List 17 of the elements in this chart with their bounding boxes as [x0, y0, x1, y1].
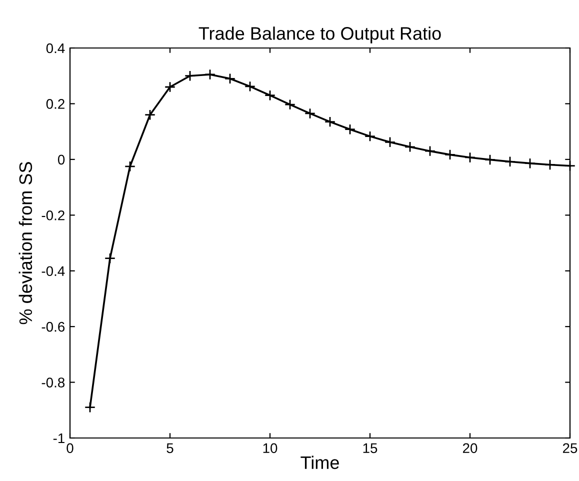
y-tick-label: -0.2 [42, 210, 64, 220]
x-tick-label: 15 [363, 443, 378, 454]
y-tick-label: -1 [53, 433, 64, 444]
chart-title: Trade Balance to Output Ratio [198, 26, 441, 44]
y-tick-label: 0.4 [46, 43, 65, 54]
x-tick-label: 5 [166, 443, 174, 454]
x-axis-title: Time [300, 456, 339, 470]
y-tick-label: -0.6 [42, 322, 65, 332]
y-tick-label: -0.4 [42, 266, 65, 276]
y-tick-label: 0 [58, 154, 65, 165]
y-tick-label: -0.8 [42, 378, 65, 388]
x-tick-label: 25 [562, 443, 578, 454]
x-tick-label: 0 [66, 443, 74, 454]
y-tick-label: 0.2 [46, 99, 64, 109]
y-axis-title: % deviation from SS [18, 162, 32, 324]
x-tick-label: 20 [462, 443, 478, 454]
x-tick-label: 10 [263, 443, 278, 454]
